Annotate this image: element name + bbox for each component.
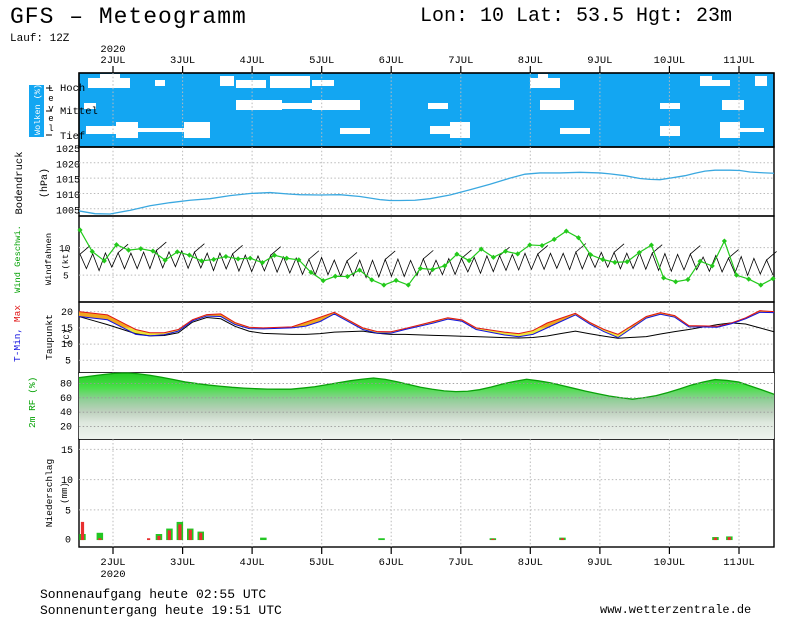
svg-text:2m RF (%): 2m RF (%) (27, 377, 38, 428)
svg-text:e: e (48, 114, 53, 124)
svg-text:Wolken (%): Wolken (%) (33, 84, 43, 135)
svg-text:(C): (C) (62, 329, 72, 344)
svg-text:Tief: Tief (60, 131, 85, 143)
svg-text:Mittel: Mittel (60, 106, 98, 118)
svg-text:0: 0 (65, 536, 71, 547)
svg-text:15: 15 (61, 446, 73, 457)
svg-text:7JUL: 7JUL (448, 55, 473, 67)
svg-text:5: 5 (65, 357, 71, 368)
svg-text:2JUL: 2JUL (100, 557, 125, 569)
svg-text:4JUL: 4JUL (239, 557, 264, 569)
svg-text:2020: 2020 (100, 44, 125, 56)
svg-text:3JUL: 3JUL (170, 55, 195, 67)
svg-text:1020: 1020 (56, 160, 80, 171)
svg-text:6JUL: 6JUL (379, 557, 404, 569)
svg-text:8JUL: 8JUL (518, 557, 543, 569)
svg-text:11JUL: 11JUL (723, 557, 755, 569)
svg-text:2JUL: 2JUL (100, 55, 125, 67)
svg-text:v: v (48, 104, 54, 114)
svg-text:80: 80 (60, 380, 72, 391)
svg-text:20: 20 (61, 308, 73, 319)
svg-text:1005: 1005 (56, 206, 80, 217)
svg-text:7JUL: 7JUL (448, 557, 473, 569)
svg-text:5JUL: 5JUL (309, 557, 334, 569)
svg-text:5JUL: 5JUL (309, 55, 334, 67)
svg-text:(hPa): (hPa) (39, 168, 51, 198)
svg-text:40: 40 (60, 408, 72, 419)
svg-text:l: l (48, 124, 53, 134)
svg-text:4JUL: 4JUL (239, 55, 264, 67)
svg-text:Windfahnen: Windfahnen (44, 233, 54, 285)
svg-text:9JUL: 9JUL (587, 55, 612, 67)
svg-text:11JUL: 11JUL (723, 55, 755, 67)
svg-text:60: 60 (60, 394, 72, 405)
svg-text:Hoch: Hoch (60, 83, 85, 95)
svg-text:20: 20 (60, 423, 72, 434)
svg-text:(mm): (mm) (60, 482, 70, 504)
svg-text:10JUL: 10JUL (654, 55, 686, 67)
svg-text:(kt): (kt) (61, 249, 71, 270)
svg-text:1025: 1025 (56, 145, 80, 156)
svg-text:Wind Geschwi.: Wind Geschwi. (13, 225, 23, 293)
svg-text:Taupunkt: Taupunkt (44, 314, 55, 360)
svg-text:e: e (48, 94, 53, 104)
svg-text:10JUL: 10JUL (654, 557, 686, 569)
svg-text:Bodendruck: Bodendruck (14, 151, 26, 214)
svg-text:1010: 1010 (56, 191, 80, 202)
svg-text:L: L (48, 84, 53, 94)
svg-text:2020: 2020 (100, 569, 125, 581)
svg-text:T-Min, Max: T-Min, Max (12, 305, 23, 362)
svg-text:1015: 1015 (56, 176, 80, 187)
svg-text:3JUL: 3JUL (170, 557, 195, 569)
svg-text:6JUL: 6JUL (379, 55, 404, 67)
svg-text:8JUL: 8JUL (518, 55, 543, 67)
svg-text:Niederschlag: Niederschlag (44, 459, 55, 527)
svg-text:5: 5 (65, 506, 71, 517)
svg-text:9JUL: 9JUL (587, 557, 612, 569)
svg-text:5: 5 (63, 271, 69, 282)
